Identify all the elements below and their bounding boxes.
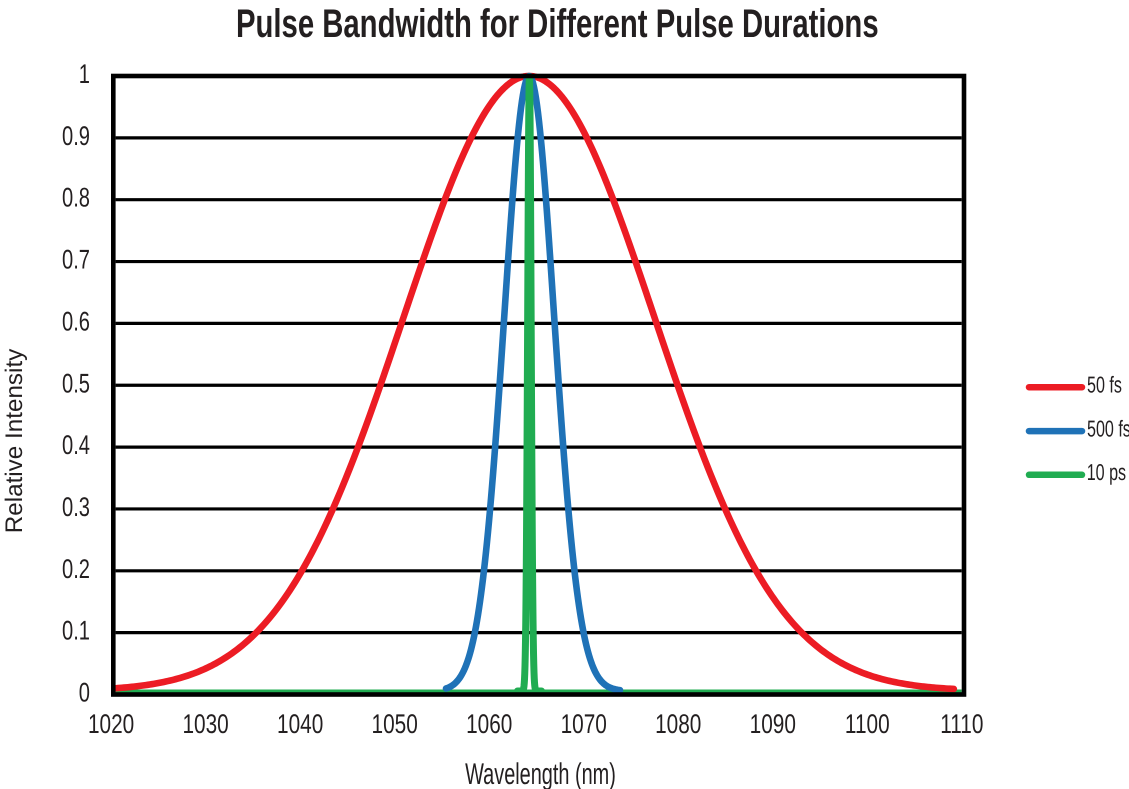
- svg-text:1020: 1020: [88, 709, 134, 739]
- svg-text:0.9: 0.9: [62, 121, 90, 151]
- svg-text:1110: 1110: [940, 709, 983, 739]
- svg-text:0.1: 0.1: [62, 616, 90, 646]
- svg-text:0.6: 0.6: [62, 306, 90, 336]
- svg-text:0.5: 0.5: [62, 368, 90, 398]
- svg-text:1100: 1100: [845, 709, 890, 739]
- svg-text:500 fs: 500 fs: [1087, 415, 1129, 441]
- svg-text:1030: 1030: [182, 709, 228, 739]
- svg-text:1080: 1080: [655, 709, 701, 739]
- svg-text:10 ps: 10 ps: [1087, 459, 1126, 485]
- svg-text:0: 0: [79, 678, 90, 708]
- svg-text:1060: 1060: [466, 709, 512, 739]
- svg-text:0.3: 0.3: [62, 492, 90, 522]
- svg-text:0.4: 0.4: [62, 430, 90, 460]
- svg-text:1040: 1040: [277, 709, 323, 739]
- svg-text:0.7: 0.7: [62, 245, 90, 275]
- svg-text:1: 1: [79, 59, 90, 89]
- svg-text:0.8: 0.8: [62, 183, 90, 213]
- svg-text:1090: 1090: [750, 709, 796, 739]
- svg-text:Pulse Bandwidth for Different: Pulse Bandwidth for Different Pulse Dura…: [236, 2, 879, 46]
- svg-text:Wavelength (nm): Wavelength (nm): [465, 758, 616, 789]
- svg-text:1050: 1050: [372, 709, 418, 739]
- svg-text:1070: 1070: [561, 709, 607, 739]
- svg-text:50 fs: 50 fs: [1087, 371, 1122, 397]
- svg-text:Relative Intensity: Relative Intensity: [1, 349, 28, 534]
- svg-text:0.2: 0.2: [62, 554, 90, 584]
